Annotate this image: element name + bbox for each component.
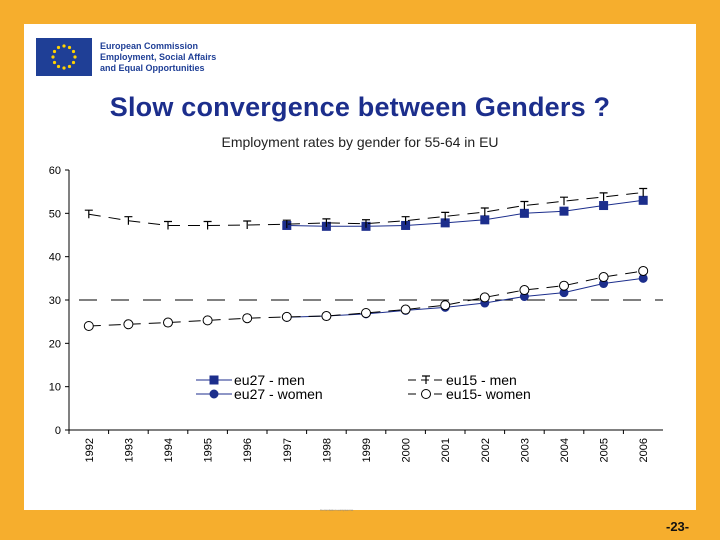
series-line-2 xyxy=(286,277,644,318)
y-tick-label: 20 xyxy=(49,338,61,350)
logo-line: Employment, Social Affairs xyxy=(100,51,217,62)
data-point-series-1 xyxy=(480,215,490,225)
legend-marker xyxy=(209,389,219,399)
x-tick-label: 1998 xyxy=(321,438,333,462)
legend-label: eu27 - men xyxy=(234,372,305,388)
data-point-series-3 xyxy=(164,220,172,230)
legend-label: eu15 - men xyxy=(446,372,517,388)
data-point-series-3 xyxy=(124,216,133,225)
x-tick-label: 2005 xyxy=(599,438,611,462)
data-point-series-4 xyxy=(281,311,292,322)
y-tick-label: 50 xyxy=(49,208,61,220)
y-tick-label: 40 xyxy=(49,252,61,264)
commission-logo: European Commission Employment, Social A… xyxy=(36,38,216,76)
legend-marker xyxy=(422,375,430,384)
data-point-series-3 xyxy=(282,219,291,229)
data-point-series-3 xyxy=(401,216,410,225)
legend-marker xyxy=(421,389,431,399)
data-point-series-3 xyxy=(441,211,450,221)
employment-chart: 0 10 20 30 40 50 60 1992 1993 1994 1995 1996 1997 199… xyxy=(49,165,663,462)
x-tick-label: 1995 xyxy=(203,438,215,462)
data-point-series-4 xyxy=(321,311,332,322)
x-tick-label: 2006 xyxy=(638,438,650,462)
data-point-series-3 xyxy=(480,207,489,217)
data-point-series-4 xyxy=(598,272,609,283)
data-point-series-3 xyxy=(203,220,212,230)
chart-subtitle: Employment rates by gender for 55-64 in … xyxy=(221,134,499,150)
x-tick-label: 2004 xyxy=(559,438,571,462)
y-tick-label: 0 xyxy=(55,425,61,437)
x-tick-label: 1993 xyxy=(123,438,135,462)
data-point-series-4 xyxy=(400,304,411,315)
series-line-4 xyxy=(88,270,644,327)
x-tick-label: 2003 xyxy=(519,438,531,462)
data-point-series-3 xyxy=(560,196,568,206)
data-point-series-4 xyxy=(83,321,94,331)
data-point-series-4 xyxy=(440,300,451,311)
data-point-series-1 xyxy=(559,206,569,216)
data-point-series-3 xyxy=(243,220,252,230)
data-point-series-3 xyxy=(520,200,529,210)
data-point-series-4 xyxy=(638,265,649,276)
x-tick-label: 2000 xyxy=(401,438,413,462)
y-tick-label: 10 xyxy=(49,382,61,394)
data-point-series-4 xyxy=(202,315,213,326)
page-number: -23- xyxy=(666,519,690,534)
logo-text: European Commission Employment, Social A… xyxy=(100,41,216,74)
legend-label: eu27 - women xyxy=(234,386,323,402)
legend-label: eu15- women xyxy=(446,386,531,402)
data-point-series-3 xyxy=(84,209,93,219)
data-point-series-4 xyxy=(163,317,173,328)
x-tick-label: 2002 xyxy=(480,438,492,462)
y-tick-label: 60 xyxy=(49,165,61,177)
series-line-1 xyxy=(286,199,644,227)
data-point-series-4 xyxy=(242,313,253,324)
x-tick-label: 1997 xyxy=(282,438,294,462)
footer-text: Commission européenne xyxy=(320,508,354,512)
slide-panel: European Commission Employment, Social A… xyxy=(24,24,696,510)
data-point-series-3 xyxy=(599,192,608,201)
data-point-series-4 xyxy=(479,292,490,303)
x-tick-label: 1996 xyxy=(242,438,254,462)
data-point-series-4 xyxy=(519,285,530,296)
data-point-series-3 xyxy=(322,218,331,227)
legend-marker xyxy=(209,375,219,385)
data-point-series-1 xyxy=(599,201,609,211)
slide-title: Slow convergence between Genders ? xyxy=(109,92,611,122)
eu-flag-icon xyxy=(36,38,92,76)
data-point-series-3 xyxy=(639,187,648,197)
logo-line: European Commission xyxy=(100,40,199,51)
x-tick-label: 2001 xyxy=(440,438,452,462)
data-point-series-1 xyxy=(519,208,529,218)
x-tick-label: 1999 xyxy=(361,438,373,462)
x-tick-label: 1994 xyxy=(163,438,175,462)
data-point-series-3 xyxy=(362,219,370,228)
series-line-3 xyxy=(88,192,644,226)
data-point-series-1 xyxy=(638,195,648,205)
data-point-series-4 xyxy=(559,280,569,291)
logo-line: and Equal Opportunities xyxy=(100,62,205,73)
data-point-series-4 xyxy=(361,308,371,318)
x-tick-label: 1992 xyxy=(84,438,96,462)
y-tick-label: 30 xyxy=(49,295,61,307)
data-point-series-4 xyxy=(123,319,134,330)
